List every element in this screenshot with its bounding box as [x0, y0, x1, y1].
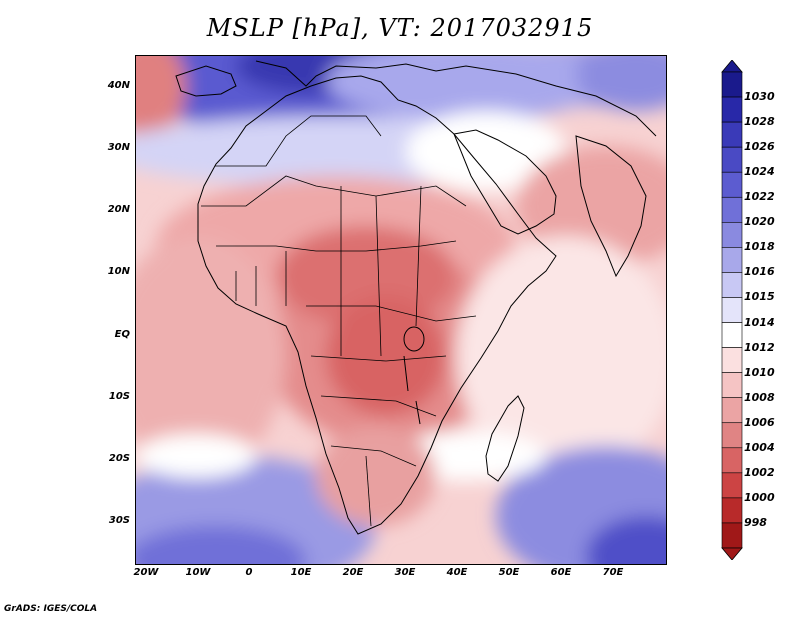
colorbar-tick-label: 1006 [744, 415, 775, 429]
lat-tick-label: 10S [108, 391, 130, 402]
chart-title: MSLP [hPa], VT: 2017032915 [206, 14, 594, 42]
map-panel [135, 55, 667, 565]
pressure-field-map [136, 56, 666, 564]
colorbar-tick-label: 1030 [744, 90, 775, 104]
lat-tick-label: 30S [108, 515, 130, 526]
colorbar-bin [721, 422, 743, 449]
madagascar-coastline [485, 395, 525, 482]
lat-tick-label: 20N [107, 204, 130, 215]
neutral-arabia-north [406, 111, 566, 191]
high-pressure-south-atlantic-core [136, 526, 306, 564]
lon-tick-label: 60E [550, 567, 572, 578]
indian-ocean-neutral [456, 236, 666, 476]
colorbar-bin [721, 472, 743, 499]
colorbar-bin [721, 272, 743, 298]
colorbar [721, 60, 743, 560]
colorbar-bin [721, 447, 743, 474]
colorbar-bin [721, 497, 743, 524]
colorbar-tick-label: 1018 [744, 240, 775, 254]
colorbar-bin [721, 222, 743, 248]
low-pressure-south-africa [316, 426, 436, 526]
lat-tick-label: 40N [107, 80, 130, 91]
colorbar-tick-label: 1002 [744, 465, 775, 479]
colorbar-bin [721, 297, 743, 323]
colorbar-tick-label: 1010 [744, 365, 775, 379]
colorbar-bin [721, 146, 743, 173]
colorbar-bin [721, 121, 743, 148]
colorbar-tick-label: 1015 [744, 290, 775, 304]
lon-tick-label: 20W [133, 567, 159, 578]
lake-tanganyika [403, 355, 409, 392]
lake-victoria [403, 326, 425, 352]
colorbar-bin [721, 196, 743, 223]
colorbar-bin [721, 522, 743, 549]
colorbar-bin [721, 96, 743, 123]
colorbar-bin [721, 372, 743, 398]
arabia-coastline [453, 129, 557, 235]
high-pressure-eastern-med [326, 56, 606, 121]
colorbar-tick-label: 1026 [744, 140, 775, 154]
high-pressure-south-indian-core [586, 516, 666, 564]
lon-tick-label: 20E [342, 567, 364, 578]
low-pressure-congo [326, 296, 446, 416]
lon-tick-label: 0 [245, 567, 253, 578]
colorbar-bin [721, 71, 743, 98]
lat-tick-label: 30N [107, 142, 130, 153]
lat-tick-label: EQ [114, 329, 130, 340]
lake-malawi [415, 400, 421, 425]
lon-tick-label: 50E [498, 567, 520, 578]
southern-europe-coastline [255, 60, 657, 137]
colorbar-bin [721, 322, 743, 348]
colorbar-tick-label: 1028 [744, 115, 775, 129]
colorbar-bin [721, 171, 743, 198]
colorbar-tick-label: 1012 [744, 340, 775, 354]
colorbar-tick-label: 1008 [744, 390, 775, 404]
colorbar-tick-label: 1000 [744, 490, 775, 504]
lat-tick-label: 10N [107, 266, 130, 277]
lon-tick-label: 40E [446, 567, 468, 578]
low-pressure-northwest-atlantic [136, 56, 186, 136]
low-pressure-india [516, 146, 666, 266]
colorbar-min-arrow [721, 547, 743, 560]
lon-tick-label: 10E [290, 567, 312, 578]
colorbar-tick-label: 1004 [744, 440, 775, 454]
colorbar-bin [721, 347, 743, 373]
colorbar-bin [721, 247, 743, 273]
iberia-coastline [175, 65, 237, 97]
colorbar-tick-label: 1016 [744, 265, 775, 279]
lon-tick-label: 30E [394, 567, 416, 578]
colorbar-max-arrow [721, 60, 743, 73]
lon-tick-label: 10W [185, 567, 211, 578]
colorbar-tick-label: 1014 [744, 315, 775, 329]
lat-tick-label: 20S [108, 453, 130, 464]
atlantic-equatorial-band [136, 236, 286, 476]
africa-coastline [197, 75, 557, 535]
india-coastline [575, 135, 647, 278]
colorbar-tick-label: 1022 [744, 190, 775, 204]
footer-credit: GrADS: IGES/COLA [4, 604, 98, 614]
south-atlantic-neutral [136, 434, 256, 478]
country-borders [201, 115, 477, 527]
colorbar-tick-label: 998 [744, 515, 767, 529]
colorbar-bin [721, 397, 743, 424]
lon-tick-label: 70E [602, 567, 624, 578]
coastlines [175, 60, 657, 535]
colorbar-tick-label: 1024 [744, 165, 775, 179]
colorbar-tick-label: 1020 [744, 215, 775, 229]
